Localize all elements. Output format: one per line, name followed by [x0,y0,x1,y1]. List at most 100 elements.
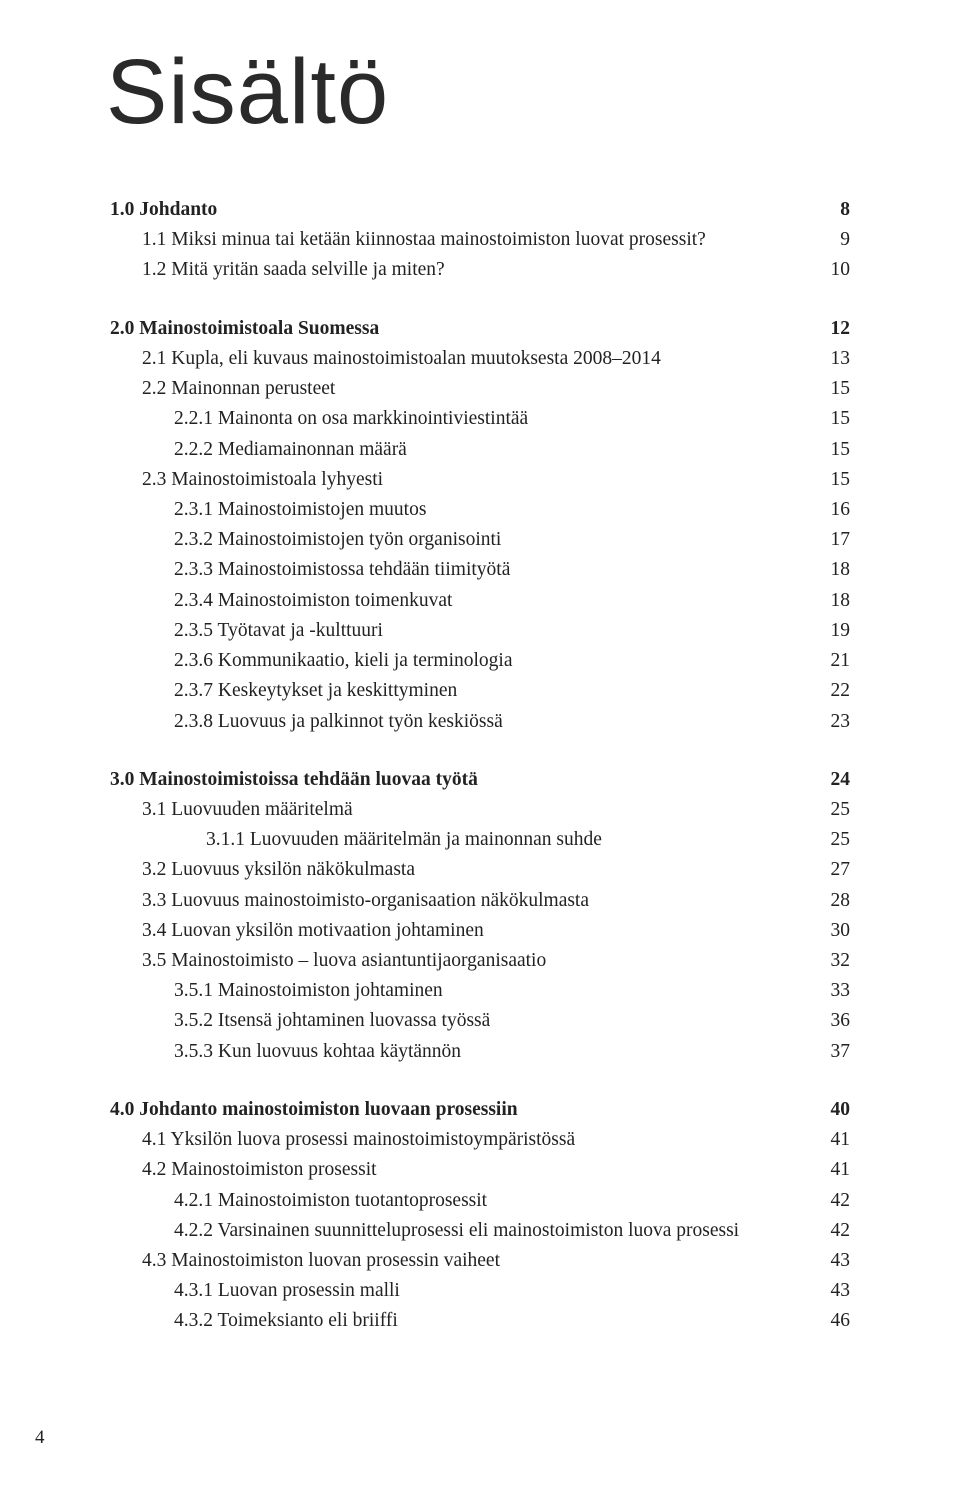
toc-label: 2.3.6 Kommunikaatio, kieli ja terminolog… [110,646,800,676]
toc-label: 1.1 Miksi minua tai ketään kiinnostaa ma… [110,225,800,255]
toc-row: 2.3.4 Mainostoimiston toimenkuvat18 [110,586,850,616]
toc-page: 15 [800,404,850,434]
toc-label: 2.3.7 Keskeytykset ja keskittyminen [110,676,800,706]
toc-label: 3.0 Mainostoimistoissa tehdään luovaa ty… [110,765,800,795]
toc-label: 3.5.1 Mainostoimiston johtaminen [110,976,800,1006]
toc-page: 28 [800,886,850,916]
toc-row: 3.1.1 Luovuuden määritelmän ja mainonnan… [110,825,850,855]
toc-page: 8 [800,195,850,225]
toc-page: 25 [800,795,850,825]
toc-label: 2.3.2 Mainostoimistojen työn organisoint… [110,525,800,555]
toc-row: 4.2 Mainostoimiston prosessit41 [110,1155,850,1185]
toc-row: 2.0 Mainostoimistoala Suomessa12 [110,314,850,344]
toc-page: 23 [800,707,850,737]
toc-page: 43 [800,1276,850,1306]
toc-row: 3.3 Luovuus mainostoimisto-organisaation… [110,886,850,916]
toc-row: 2.1 Kupla, eli kuvaus mainostoimistoalan… [110,344,850,374]
toc-label: 1.0 Johdanto [110,195,800,225]
toc-row: 4.3.1 Luovan prosessin malli43 [110,1276,850,1306]
toc-row: 4.1 Yksilön luova prosessi mainostoimist… [110,1125,850,1155]
toc-label: 2.2 Mainonnan perusteet [110,374,800,404]
toc-label: 4.0 Johdanto mainostoimiston luovaan pro… [110,1095,800,1125]
toc-row: 1.1 Miksi minua tai ketään kiinnostaa ma… [110,225,850,255]
toc-row: 4.0 Johdanto mainostoimiston luovaan pro… [110,1095,850,1125]
toc-row: 3.5.1 Mainostoimiston johtaminen33 [110,976,850,1006]
toc-label: 2.3.4 Mainostoimiston toimenkuvat [110,586,800,616]
toc-row: 2.3.8 Luovuus ja palkinnot työn keskiöss… [110,707,850,737]
toc-row: 4.3.2 Toimeksianto eli briiffi46 [110,1306,850,1336]
toc-label: 4.2 Mainostoimiston prosessit [110,1155,800,1185]
toc-label: 4.3.1 Luovan prosessin malli [110,1276,800,1306]
toc-page: 37 [800,1037,850,1067]
toc-page: 42 [800,1186,850,1216]
toc-row: 2.3.7 Keskeytykset ja keskittyminen22 [110,676,850,706]
toc-row: 2.3.2 Mainostoimistojen työn organisoint… [110,525,850,555]
toc-row: 2.3.5 Työtavat ja -kulttuuri19 [110,616,850,646]
toc-label: 3.4 Luovan yksilön motivaation johtamine… [110,916,800,946]
toc-page: 17 [800,525,850,555]
toc-row: 2.2.2 Mediamainonnan määrä15 [110,435,850,465]
toc-row: 3.1 Luovuuden määritelmä25 [110,795,850,825]
toc-page: 25 [800,825,850,855]
toc-page: 27 [800,855,850,885]
toc-page: 32 [800,946,850,976]
toc-row: 4.2.1 Mainostoimiston tuotantoprosessit4… [110,1186,850,1216]
toc-label: 4.3 Mainostoimiston luovan prosessin vai… [110,1246,800,1276]
toc-page: 18 [800,586,850,616]
toc-label: 4.3.2 Toimeksianto eli briiffi [110,1306,800,1336]
toc-row: 2.3 Mainostoimistoala lyhyesti15 [110,465,850,495]
toc-label: 3.5.3 Kun luovuus kohtaa käytännön [110,1037,800,1067]
toc-page: 12 [800,314,850,344]
toc-page: 42 [800,1216,850,1246]
toc-page: 10 [800,255,850,285]
toc-page: 40 [800,1095,850,1125]
toc-row: 2.2.1 Mainonta on osa markkinointiviesti… [110,404,850,434]
toc-label: 2.3.8 Luovuus ja palkinnot työn keskiöss… [110,707,800,737]
toc-row: 1.2 Mitä yritän saada selville ja miten?… [110,255,850,285]
toc-row: 2.3.1 Mainostoimistojen muutos16 [110,495,850,525]
toc-page: 13 [800,344,850,374]
toc-page: 41 [800,1125,850,1155]
toc-row: 2.3.3 Mainostoimistossa tehdään tiimityö… [110,555,850,585]
toc-row: 3.2 Luovuus yksilön näkökulmasta27 [110,855,850,885]
toc-label: 2.0 Mainostoimistoala Suomessa [110,314,800,344]
toc-label: 2.3.3 Mainostoimistossa tehdään tiimityö… [110,555,800,585]
toc-label: 2.3.5 Työtavat ja -kulttuuri [110,616,800,646]
toc-label: 3.1.1 Luovuuden määritelmän ja mainonnan… [110,825,800,855]
toc-page: 21 [800,646,850,676]
toc-label: 2.1 Kupla, eli kuvaus mainostoimistoalan… [110,344,800,374]
toc-label: 4.2.1 Mainostoimiston tuotantoprosessit [110,1186,800,1216]
table-of-contents: 1.0 Johdanto81.1 Miksi minua tai ketään … [110,195,850,1337]
toc-row: 3.0 Mainostoimistoissa tehdään luovaa ty… [110,765,850,795]
toc-row: 2.3.6 Kommunikaatio, kieli ja terminolog… [110,646,850,676]
toc-page: 43 [800,1246,850,1276]
toc-label: 4.2.2 Varsinainen suunnitteluprosessi el… [110,1216,800,1246]
toc-label: 3.5 Mainostoimisto – luova asiantuntijao… [110,946,800,976]
toc-page: 16 [800,495,850,525]
toc-page: 24 [800,765,850,795]
toc-label: 3.1 Luovuuden määritelmä [110,795,800,825]
toc-page: 46 [800,1306,850,1336]
toc-row: 3.5.2 Itsensä johtaminen luovassa työssä… [110,1006,850,1036]
toc-row: 2.2 Mainonnan perusteet15 [110,374,850,404]
page-number: 4 [35,1427,850,1449]
toc-row: 3.5 Mainostoimisto – luova asiantuntijao… [110,946,850,976]
toc-page: 33 [800,976,850,1006]
toc-page: 22 [800,676,850,706]
toc-label: 3.3 Luovuus mainostoimisto-organisaation… [110,886,800,916]
toc-row: 4.3 Mainostoimiston luovan prosessin vai… [110,1246,850,1276]
page: Sisältö 1.0 Johdanto81.1 Miksi minua tai… [0,0,960,1489]
toc-page: 15 [800,435,850,465]
toc-row: 3.5.3 Kun luovuus kohtaa käytännön37 [110,1037,850,1067]
toc-page: 30 [800,916,850,946]
toc-page: 18 [800,555,850,585]
toc-page: 19 [800,616,850,646]
toc-label: 4.1 Yksilön luova prosessi mainostoimist… [110,1125,800,1155]
toc-page: 15 [800,374,850,404]
toc-label: 3.2 Luovuus yksilön näkökulmasta [110,855,800,885]
toc-label: 2.2.2 Mediamainonnan määrä [110,435,800,465]
toc-label: 1.2 Mitä yritän saada selville ja miten? [110,255,800,285]
toc-page: 9 [800,225,850,255]
toc-row: 1.0 Johdanto8 [110,195,850,225]
toc-label: 2.2.1 Mainonta on osa markkinointiviesti… [110,404,800,434]
